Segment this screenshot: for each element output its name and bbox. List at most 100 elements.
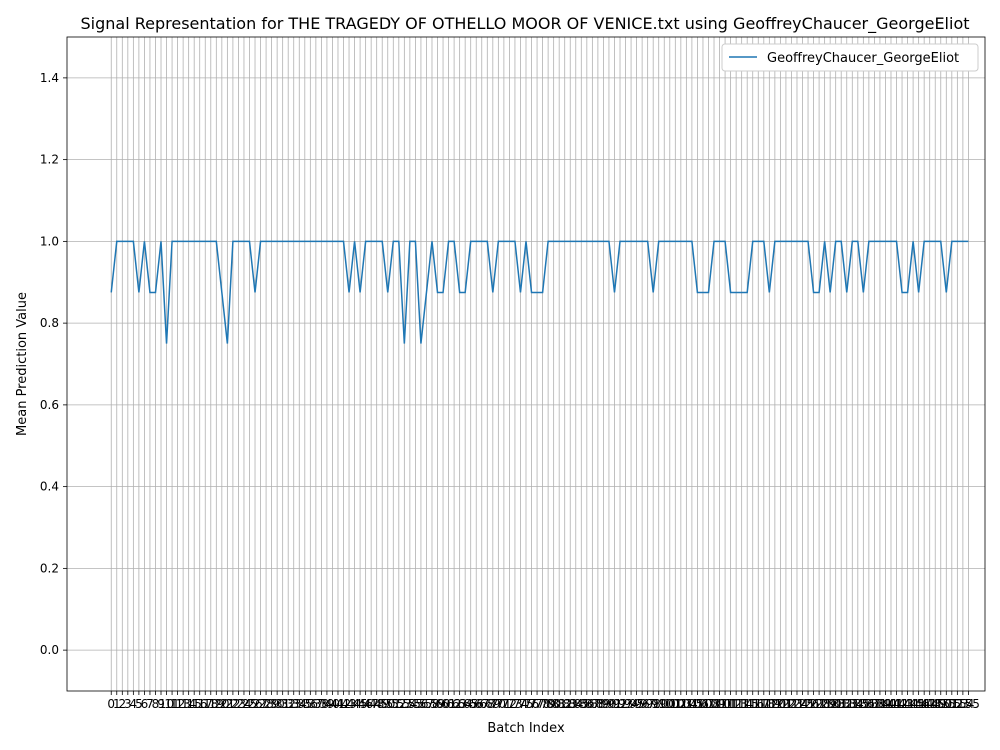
x-tick-label: 79 <box>540 697 555 711</box>
x-tick-label: 133 <box>835 697 858 711</box>
x-tick-label: 154 <box>951 697 974 711</box>
y-tick-label: 0.8 <box>40 316 59 330</box>
x-tick-label: 125 <box>791 697 814 711</box>
x-tick-label: 123 <box>780 697 803 711</box>
x-tick-label: 76 <box>524 697 539 711</box>
x-tick-label: 27 <box>253 697 268 711</box>
x-tick-label: 104 <box>675 697 698 711</box>
y-tick-label: 0.6 <box>40 398 59 412</box>
x-tick-label: 66 <box>469 697 484 711</box>
x-tick-label: 14 <box>181 697 196 711</box>
x-tick-label: 136 <box>852 697 875 711</box>
x-tick-label: 155 <box>957 697 980 711</box>
x-tick-label: 118 <box>752 697 775 711</box>
x-tick-label: 153 <box>946 697 969 711</box>
y-tick-label: 1.4 <box>40 71 59 85</box>
x-tick-label: 150 <box>929 697 952 711</box>
x-tick-label: 148 <box>918 697 941 711</box>
x-tick-label: 91 <box>607 697 622 711</box>
x-tick-label: 52 <box>391 697 406 711</box>
x-tick-label: 83 <box>563 697 578 711</box>
x-tick-label: 107 <box>692 697 715 711</box>
x-tick-label: 89 <box>596 697 611 711</box>
x-tick-label: 19 <box>209 697 224 711</box>
x-tick-label: 32 <box>281 697 296 711</box>
x-tick-label: 132 <box>830 697 853 711</box>
x-tick-label: 13 <box>175 697 190 711</box>
x-tick-label: 129 <box>813 697 836 711</box>
x-tick-label: 48 <box>369 697 384 711</box>
x-tick-label: 100 <box>653 697 676 711</box>
x-tick-label: 127 <box>802 697 825 711</box>
x-tick-label: 23 <box>231 697 246 711</box>
x-tick-label: 5 <box>135 697 143 711</box>
x-tick-label: 51 <box>386 697 401 711</box>
x-tick-label: 65 <box>463 697 478 711</box>
x-tick-label: 94 <box>623 697 638 711</box>
x-tick-label: 145 <box>902 697 925 711</box>
x-tick-label: 137 <box>857 697 880 711</box>
x-tick-label: 50 <box>380 697 395 711</box>
x-tick-label: 39 <box>319 697 334 711</box>
chart-title: Signal Representation for THE TRAGEDY OF… <box>80 14 969 34</box>
x-tick-label: 63 <box>452 697 467 711</box>
x-tick-label: 60 <box>435 697 450 711</box>
x-tick-label: 115 <box>736 697 759 711</box>
x-tick-label: 75 <box>518 697 533 711</box>
x-tick-label: 26 <box>247 697 262 711</box>
x-tick-label: 112 <box>719 697 742 711</box>
x-tick-label: 38 <box>314 697 329 711</box>
x-tick-label: 8 <box>152 697 160 711</box>
x-tick-label: 109 <box>703 697 726 711</box>
x-tick-label: 53 <box>397 697 412 711</box>
x-tick-label: 87 <box>585 697 600 711</box>
x-tick-label: 126 <box>797 697 820 711</box>
x-tick-label: 45 <box>352 697 367 711</box>
x-tick-label: 124 <box>786 697 809 711</box>
x-tick-label: 34 <box>292 697 307 711</box>
x-tick-label: 142 <box>885 697 908 711</box>
x-tick-label: 20 <box>214 697 229 711</box>
x-tick-label: 116 <box>741 697 764 711</box>
x-tick-label: 62 <box>446 697 461 711</box>
x-tick-label: 40 <box>325 697 340 711</box>
x-tick-label: 29 <box>264 697 279 711</box>
x-tick-label: 102 <box>664 697 687 711</box>
x-tick-label: 77 <box>529 697 544 711</box>
x-tick-label: 98 <box>646 697 661 711</box>
y-tick-label: 0.0 <box>40 643 59 657</box>
x-tick-label: 110 <box>708 697 731 711</box>
x-tick-label: 44 <box>347 697 362 711</box>
series-line <box>110 240 969 344</box>
y-tick-label: 1.2 <box>40 153 59 167</box>
x-tick-label: 33 <box>286 697 301 711</box>
x-tick-label: 139 <box>868 697 891 711</box>
x-tick-label: 122 <box>774 697 797 711</box>
x-tick-label: 134 <box>841 697 864 711</box>
x-tick-label: 61 <box>441 697 456 711</box>
x-tick-label: 96 <box>634 697 649 711</box>
y-tick-label: 1.0 <box>40 234 59 248</box>
x-tick-label: 2 <box>118 697 126 711</box>
x-gridlines <box>110 37 969 691</box>
legend-label: GeoffreyChaucer_GeorgeEliot <box>767 51 959 66</box>
x-axis-label: Batch Index <box>487 721 565 736</box>
x-tick-label: 108 <box>697 697 720 711</box>
x-tick-label: 6 <box>141 697 149 711</box>
x-tick-label: 41 <box>330 697 345 711</box>
x-tick-label: 144 <box>896 697 919 711</box>
x-tick-label: 84 <box>568 697 583 711</box>
x-tick-label: 47 <box>364 697 379 711</box>
y-axis-label: Mean Prediction Value <box>15 292 30 436</box>
x-tick-label: 31 <box>275 697 290 711</box>
y-axis-ticks: 0.0 0.2 0.4 0.6 0.8 1.0 1.2 1.4 <box>40 71 67 657</box>
x-tick-label: 1 <box>113 697 121 711</box>
x-tick-label: 74 <box>513 697 528 711</box>
x-tick-label: 103 <box>669 697 692 711</box>
x-tick-label: 141 <box>880 697 903 711</box>
x-tick-label: 120 <box>763 697 786 711</box>
x-tick-label: 68 <box>480 697 495 711</box>
x-tick-label: 128 <box>808 697 831 711</box>
x-tick-label: 121 <box>769 697 792 711</box>
x-tick-label: 54 <box>402 697 417 711</box>
